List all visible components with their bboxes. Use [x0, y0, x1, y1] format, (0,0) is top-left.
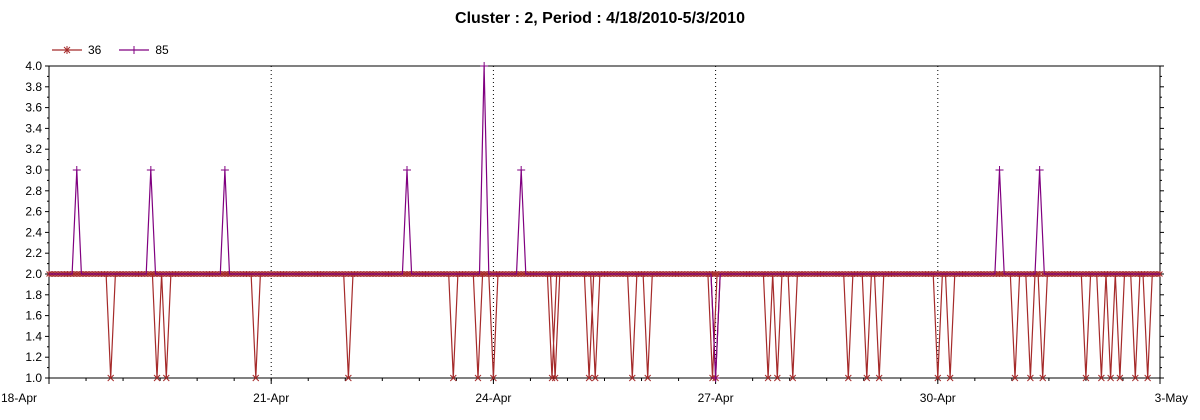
y-tick-label: 2.8: [25, 184, 42, 198]
y-tick-label: 4.0: [25, 59, 42, 73]
data-point-36: [1107, 374, 1114, 382]
legend-label-36: 36: [88, 43, 102, 57]
legend-swatch-36: [52, 46, 82, 54]
data-point-36: [107, 374, 115, 382]
y-tick-label: 1.8: [25, 288, 42, 302]
data-point-36: [863, 374, 871, 382]
y-tick-label: 3.6: [25, 101, 42, 115]
data-point-36: [1131, 374, 1139, 382]
data-point-36: [252, 374, 260, 382]
x-tick-label: 21-Apr: [253, 391, 289, 405]
y-tick-label: 3.0: [25, 163, 42, 177]
data-point-36: [551, 374, 559, 382]
data-point-36: [1144, 374, 1152, 382]
data-point-36: [1027, 374, 1034, 382]
data-point-36: [1098, 374, 1105, 382]
plot-area: [48, 65, 1161, 379]
legend-swatch-85: [119, 46, 150, 54]
chart-title: Cluster : 2, Period : 4/18/2010-5/3/2010: [455, 10, 745, 27]
data-point-36: [585, 374, 593, 382]
data-point-36: [844, 374, 852, 382]
data-point-36: [449, 374, 457, 382]
data-point-36: [1116, 374, 1124, 382]
x-tick-label: 30-Apr: [920, 391, 956, 405]
data-point-36: [764, 374, 772, 382]
data-point-36: [153, 374, 161, 382]
legend-item-series-85: 85: [119, 43, 169, 57]
data-point-36: [644, 374, 652, 382]
data-point-36: [628, 374, 636, 382]
data-point-36: [773, 374, 781, 382]
y-tick-label: 2.2: [25, 246, 42, 260]
data-point-36: [875, 374, 883, 382]
legend: 36 85: [52, 42, 187, 58]
data-point-36: [591, 374, 599, 382]
x-axis: 18-Apr 21-Apr 24-Apr 27-Apr 30-Apr 3-May: [1, 378, 1188, 405]
data-point-36: [344, 374, 352, 382]
data-point-36: [490, 374, 497, 382]
y-tick-label: 3.4: [25, 121, 42, 135]
data-point-36: [1082, 374, 1090, 382]
legend-label-85: 85: [155, 43, 169, 57]
y-axis: 1.0 1.2 1.4 1.6 1.8 2.0 2.2 2.4 2.6 2.8 3.0 3.2 3.4 3…: [25, 59, 1164, 385]
data-point-36: [946, 374, 954, 382]
y-tick-label: 3.2: [25, 142, 42, 156]
data-point-36: [789, 374, 797, 382]
data-point-36: [1011, 374, 1019, 382]
y-tick-label: 1.6: [25, 309, 42, 323]
x-tick-label: 27-Apr: [698, 391, 734, 405]
y-tick-label: 2.4: [25, 225, 42, 239]
data-point-36: [162, 374, 170, 382]
data-point-36: [474, 374, 482, 382]
series-85: [49, 62, 1160, 382]
data-point-36: [548, 374, 556, 382]
y-tick-label: 2.0: [25, 267, 42, 281]
legend-item-series-36: 36: [52, 43, 101, 57]
y-tick-label: 1.2: [25, 350, 42, 364]
y-tick-label: 3.8: [25, 80, 42, 94]
grid-lines: [270, 66, 939, 378]
x-tick-label: 24-Apr: [475, 391, 511, 405]
data-point-36: [934, 374, 942, 382]
y-tick-label: 1.0: [25, 371, 42, 385]
x-tick-label: 3-May: [1155, 391, 1188, 405]
y-tick-label: 2.6: [25, 205, 42, 219]
data-point-36: [1039, 374, 1047, 382]
y-tick-label: 1.4: [25, 329, 42, 343]
x-tick-label: 18-Apr: [1, 391, 37, 405]
